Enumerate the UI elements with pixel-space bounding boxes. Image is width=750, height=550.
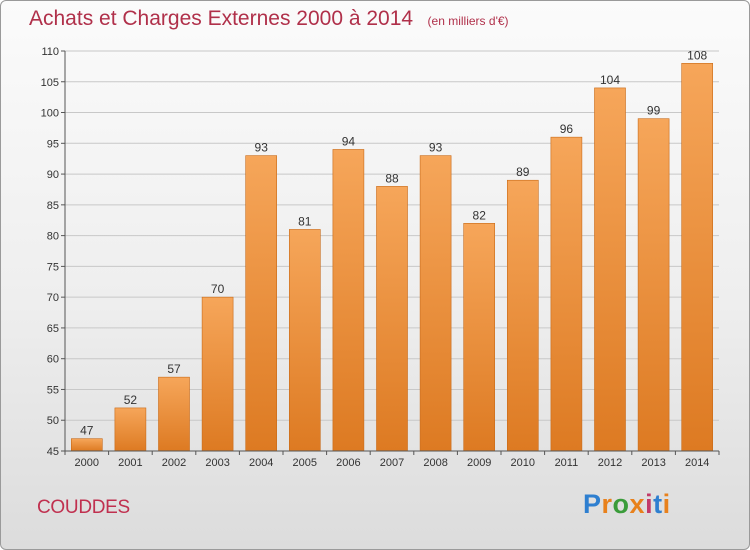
chart-unit: (en milliers d'€) <box>427 14 509 28</box>
value-label-2009: 82 <box>473 208 487 222</box>
value-label-2006: 94 <box>342 134 356 148</box>
bar-2003 <box>201 296 234 452</box>
bar-2004 <box>245 155 277 452</box>
bar-2008 <box>419 155 452 452</box>
x-tick-label-2003: 2003 <box>205 457 229 469</box>
value-label-2000: 47 <box>80 424 94 438</box>
bar-layer: 47 52 57 70 93 81 94 88 93 82 89 96 104 99 108 <box>71 48 714 452</box>
value-label-2003: 70 <box>211 282 225 296</box>
value-label-2008: 93 <box>429 141 443 155</box>
x-tick-label-2010: 2010 <box>511 457 535 469</box>
logo-letter: o <box>612 489 630 519</box>
value-label-2010: 89 <box>516 165 530 179</box>
y-tick-label: 90 <box>47 169 59 181</box>
y-tick-label: 110 <box>41 46 59 58</box>
y-tick-label: 60 <box>47 354 59 366</box>
logo-letter: r <box>601 489 613 519</box>
y-tick-label: 70 <box>47 292 59 304</box>
bar-2014 <box>681 63 714 452</box>
x-tick-label-2013: 2013 <box>641 457 665 469</box>
bar-2013 <box>637 118 670 452</box>
x-tick-label-2007: 2007 <box>380 457 404 469</box>
logo-letter: i <box>662 489 671 519</box>
y-tick-label: 95 <box>47 138 59 150</box>
value-label-2011: 96 <box>560 122 574 136</box>
bar-2009 <box>463 223 496 452</box>
value-label-2004: 93 <box>255 141 269 155</box>
bar-2007 <box>376 186 408 452</box>
y-tick-label: 50 <box>47 415 59 427</box>
value-label-2013: 99 <box>647 104 661 118</box>
x-tick-label-2002: 2002 <box>162 457 186 469</box>
logo-letter: i <box>645 489 654 519</box>
y-tick-label: 75 <box>47 261 59 273</box>
value-label-2012: 104 <box>600 73 620 87</box>
value-label-2002: 57 <box>167 362 181 376</box>
value-label-2001: 52 <box>124 393 138 407</box>
logo-letter: t <box>653 489 663 519</box>
x-tick-label-2005: 2005 <box>293 457 317 469</box>
commune-name: COUDDES <box>37 497 130 518</box>
bar-2001 <box>114 407 147 452</box>
bar-2006 <box>332 149 365 452</box>
x-tick-label-2000: 2000 <box>75 457 99 469</box>
x-tick-label-2001: 2001 <box>118 457 142 469</box>
chart-title: Achats et Charges Externes 2000 à 2014 (… <box>29 7 509 31</box>
axis-layer: 45 50 55 60 65 70 75 80 85 90 95 100 105 110 2000 2001 2… <box>41 46 720 469</box>
proxiti-logo[interactable]: Proxiti <box>583 489 671 520</box>
bar-2011 <box>550 136 583 452</box>
bar-2002 <box>158 376 190 452</box>
bar-2012 <box>594 87 626 452</box>
bar-2010 <box>506 179 539 452</box>
logo-letter: x <box>629 489 646 519</box>
y-tick-label: 80 <box>47 231 59 243</box>
y-tick-label: 100 <box>41 108 59 120</box>
x-tick-label-2012: 2012 <box>598 457 622 469</box>
x-tick-label-2006: 2006 <box>336 457 360 469</box>
y-tick-label: 85 <box>47 200 59 212</box>
value-label-2014: 108 <box>687 48 707 62</box>
y-tick-label: 105 <box>41 77 59 89</box>
y-tick-label: 55 <box>47 384 59 396</box>
x-tick-label-2014: 2014 <box>685 457 709 469</box>
y-tick-label: 65 <box>47 323 59 335</box>
x-tick-label-2008: 2008 <box>423 457 447 469</box>
bar-2005 <box>288 229 321 452</box>
y-tick-label: 45 <box>47 446 59 458</box>
bar-2000 <box>71 438 103 452</box>
value-label-2007: 88 <box>385 171 399 185</box>
chart-title-text: Achats et Charges Externes 2000 à 2014 <box>29 7 414 30</box>
logo-letter: P <box>583 489 602 519</box>
x-tick-label-2004: 2004 <box>249 457 273 469</box>
value-label-2005: 81 <box>298 214 312 228</box>
x-tick-label-2009: 2009 <box>467 457 491 469</box>
x-tick-label-2011: 2011 <box>555 457 579 469</box>
